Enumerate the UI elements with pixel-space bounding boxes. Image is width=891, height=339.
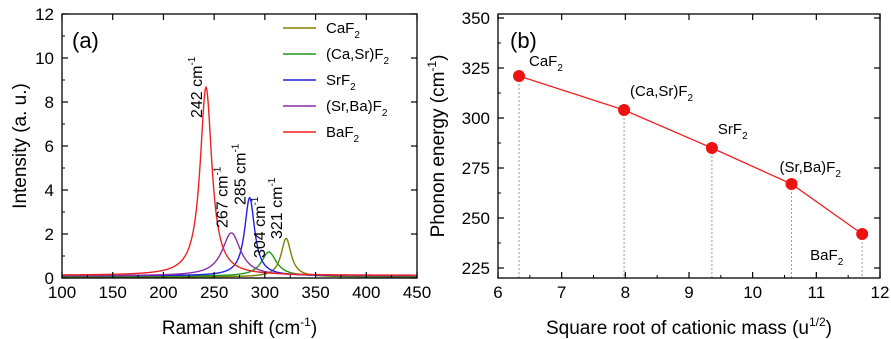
y-tick-label: 8 [45,93,54,112]
spectrum-line-4 [62,85,417,276]
x-tick-label: 450 [403,283,431,302]
data-point [856,228,869,240]
y-tick-label: 12 [35,5,54,24]
x-axis-title: Raman shift (cm-1) [162,315,317,339]
x-tick-label: 200 [149,283,177,302]
panel-label-b: (b) [510,28,537,53]
point-label-sub: 2 [742,131,748,142]
legend-entry: (Ca,Sr)F2 [326,46,390,67]
y-tick-label: 300 [462,109,490,128]
x-tick-label: 12 [871,283,890,302]
point-label-sub: 2 [688,93,694,104]
y-tick-label: 350 [462,9,490,28]
peak-label: 242 cm-1 [187,56,206,118]
legend-entry: CaF2 [326,20,360,41]
y-axis-title: Phonon energy (cm-1) [425,55,449,238]
legend-entry-sub: 2 [354,30,360,41]
x-tick-label: 350 [301,283,329,302]
peak-label-sup: -1 [267,177,278,186]
spectrum-line-2 [62,196,417,277]
peak-label: 267 cm-1 [212,166,231,228]
point-label: SrF2 [718,121,748,142]
point-label: (Ca,Sr)F2 [630,83,694,104]
peak-label: 285 cm-1 [231,143,250,205]
x-axis-title-sup: 1/2 [809,315,826,329]
legend-entry: (Sr,Ba)F2 [326,98,388,119]
peak-label: 304 cm-1 [250,196,269,258]
y-tick-label: 325 [462,59,490,78]
legend-entry-sub: 2 [382,108,388,119]
data-point [785,178,798,190]
x-tick-label: 100 [48,283,76,302]
x-axis-title-sup: -1 [300,315,311,329]
x-tick-label: 11 [808,283,826,302]
x-tick-label: 6 [493,283,502,302]
phonon-energy-chart: 6 7 8 9 10 11 12 225 250 275 300 325 350 Square root … [425,9,889,339]
point-label: CaF2 [529,53,563,74]
y-tick-label: 6 [45,137,54,156]
data-point [618,104,631,116]
spectrum-line-0 [62,237,417,278]
peak-label-sup: -1 [250,196,261,205]
y-tick-label: 225 [462,259,490,278]
legend-entry-sub: 2 [350,82,356,93]
legend-entry: SrF2 [326,72,356,93]
y-tick-label: 2 [45,225,54,244]
x-axis-title-tail: ) [311,318,317,339]
data-point [705,142,718,154]
y-axis-title-tail: ) [428,55,449,61]
x-tick-label: 300 [251,283,279,302]
y-tick-label: 275 [462,159,490,178]
x-axis-title-tail: ) [826,318,832,339]
y-tick-label: 10 [35,49,54,68]
y-axis-title: Intensity (a. u.) [10,83,31,209]
data-point [513,70,526,82]
legend-entry: BaF2 [326,124,360,145]
point-label-sub: 2 [835,169,841,180]
point-label-sub: 2 [557,63,563,74]
x-tick-label: 10 [743,283,762,302]
point-label-sub: 2 [838,257,844,268]
x-tick-label: 250 [200,283,228,302]
x-tick-label: 400 [352,283,380,302]
y-axis-title-sup: -1 [425,61,439,72]
peak-label-sup: -1 [231,143,242,152]
peak-label: 321 cm-1 [267,177,286,239]
x-tick-label: 7 [557,283,566,302]
y-tick-label: 250 [462,209,490,228]
legend-entry-sub: 2 [384,56,390,67]
x-tick-label: 150 [99,283,127,302]
x-axis-title: Square root of cationic mass (u1/2) [546,315,832,339]
raman-spectra-chart: 100 150 200 250 300 350 400 450 0 2 4 6 8 10 12 Raman s… [10,5,431,339]
y-tick-label: 0 [45,269,54,288]
peak-label-sup: -1 [187,56,198,65]
x-tick-label: 8 [621,283,630,302]
peak-label-sup: -1 [212,166,223,175]
y-tick-label: 4 [45,181,54,200]
x-tick-label: 9 [684,283,693,302]
panel-label-a: (a) [72,28,99,53]
point-label: (Sr,Ba)F2 [780,159,842,180]
legend-entry-sub: 2 [354,134,360,145]
point-label: BaF2 [810,247,844,268]
